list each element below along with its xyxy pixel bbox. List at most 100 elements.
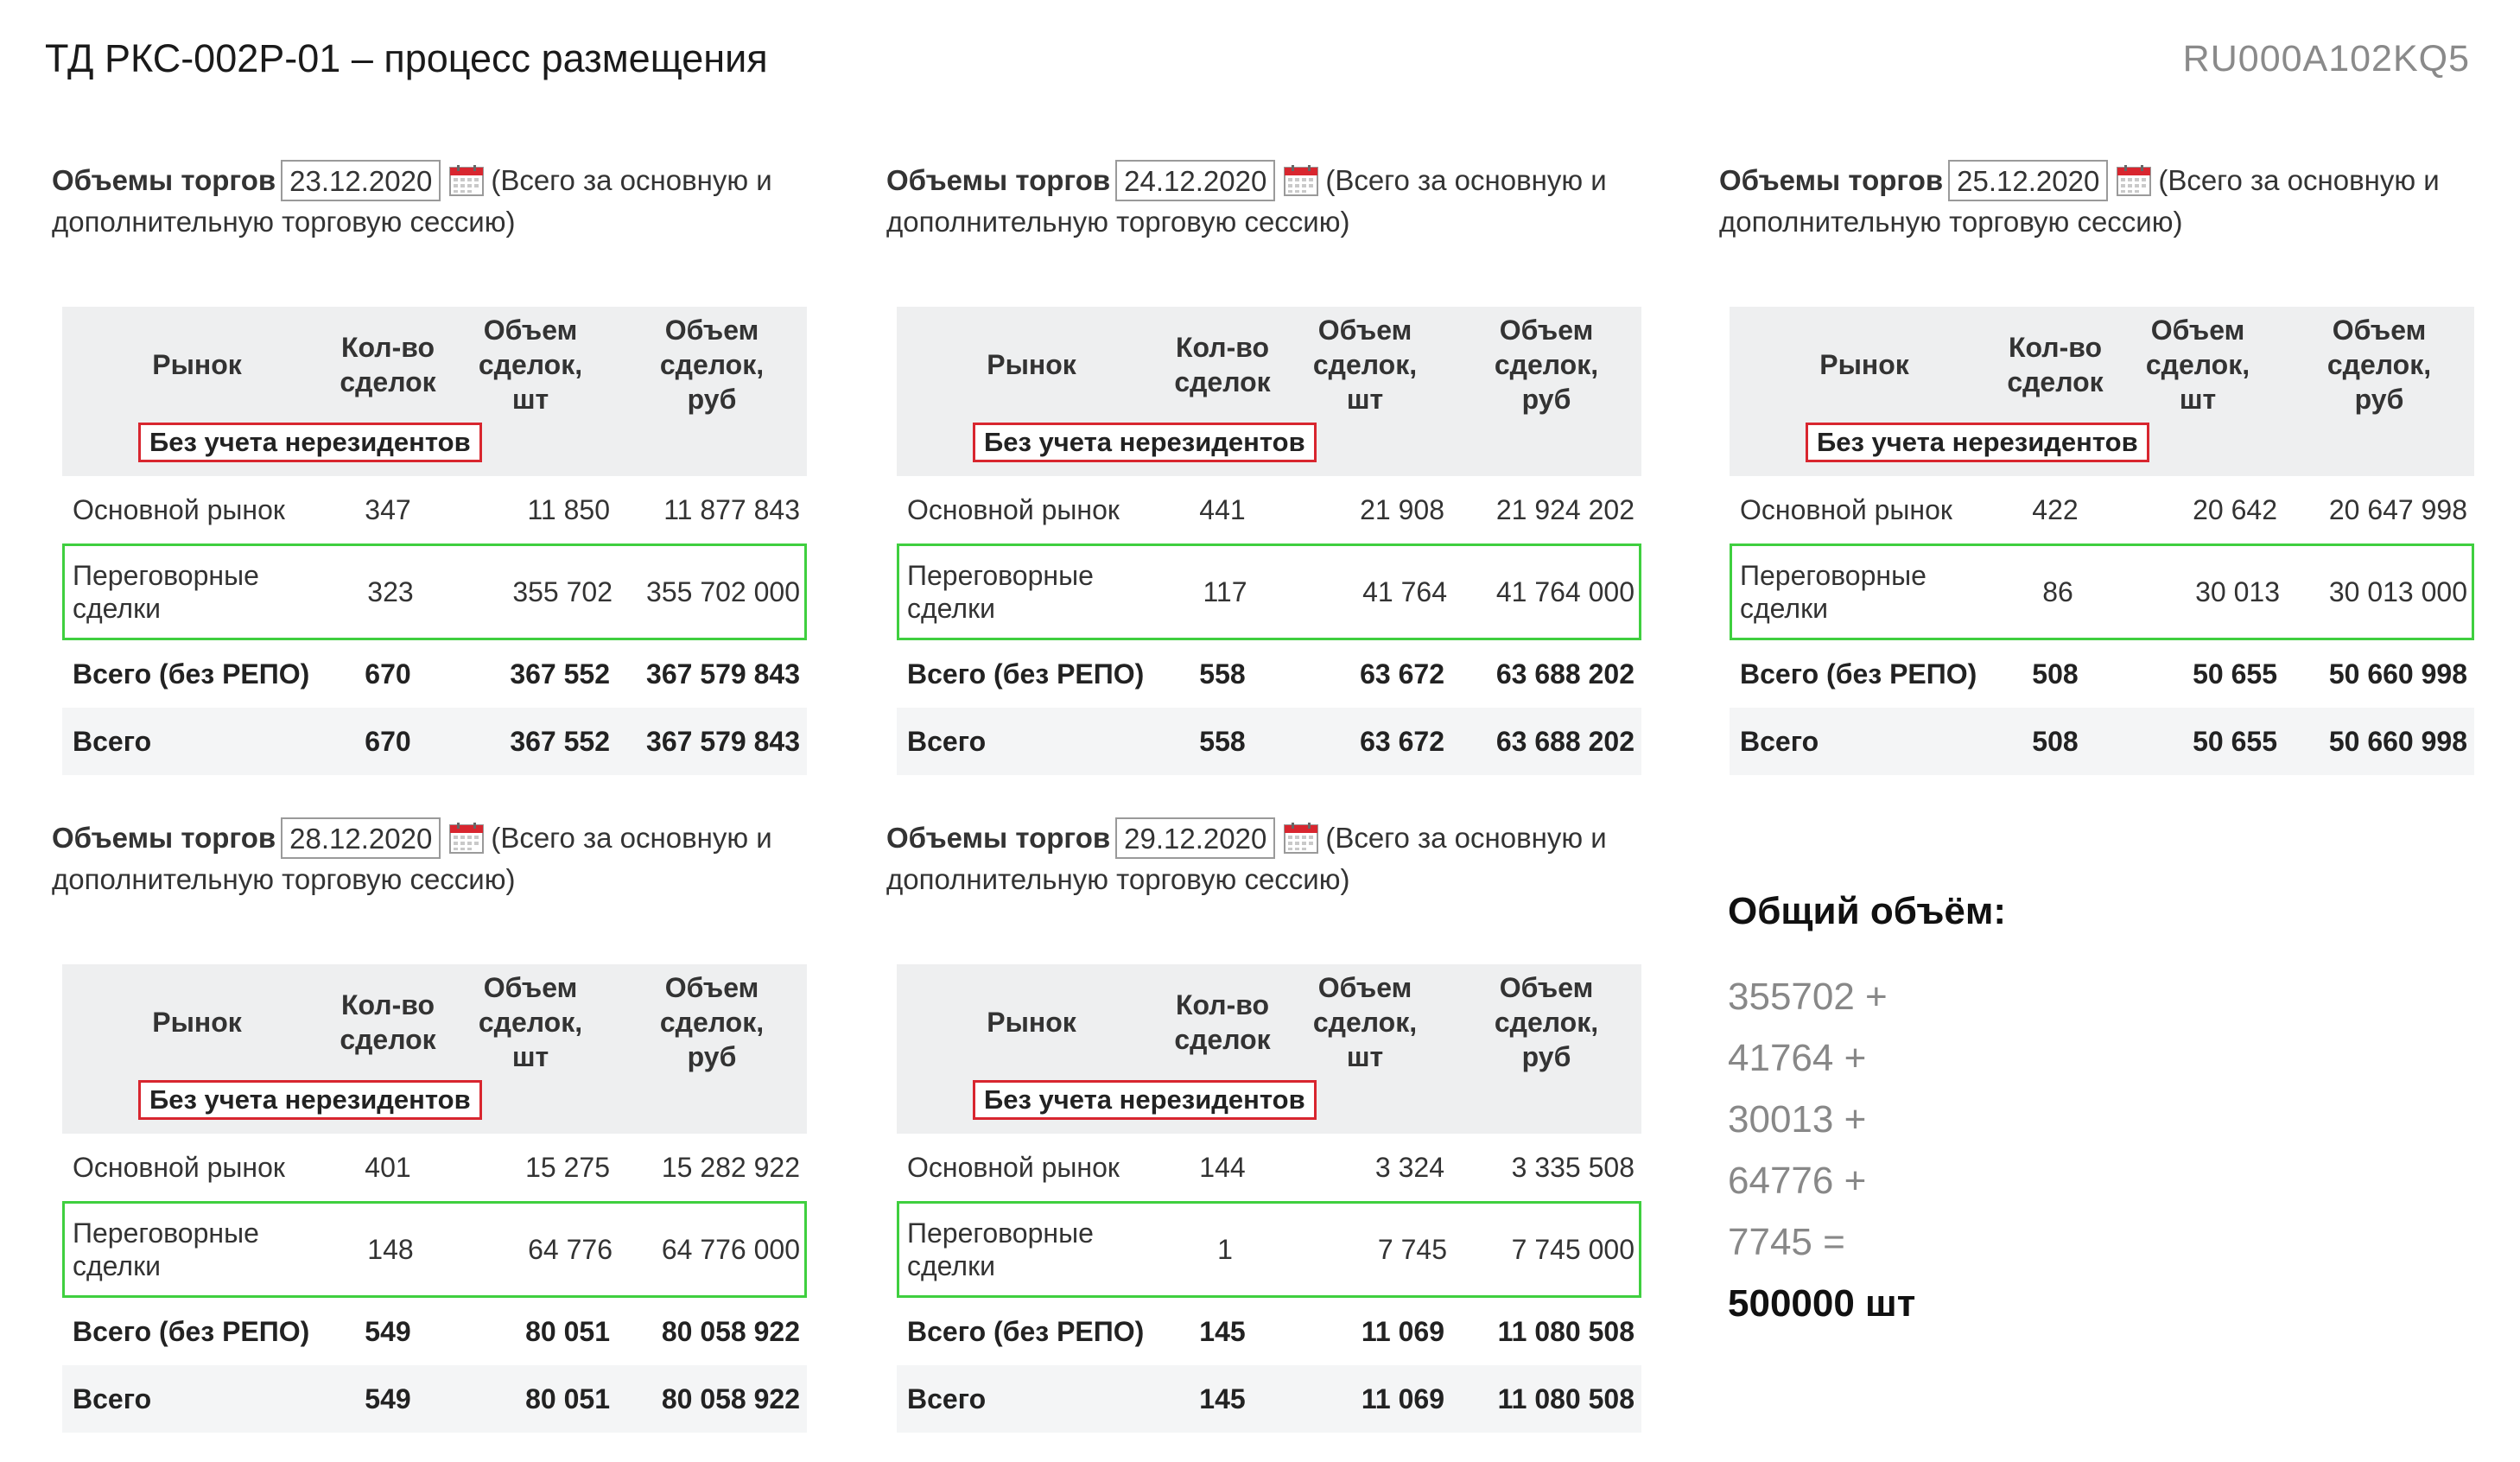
- volume-rub: 355 702 000: [646, 575, 800, 607]
- nonresident-note: Без учета нерезидентов: [138, 423, 482, 462]
- volume-rub: 11 877 843: [663, 493, 800, 525]
- volume-rub: 367 579 843: [646, 658, 800, 690]
- calendar-icon[interactable]: [2117, 165, 2152, 196]
- col-deals: Кол-во сделок: [1174, 332, 1271, 397]
- col-volume-pcs: Объем сделок, шт: [2145, 315, 2250, 415]
- date-input[interactable]: 25.12.2020: [1948, 160, 2109, 201]
- table-row: Всего (без РЕПО) 508 50 655 50 660 998: [1730, 640, 2474, 708]
- deals-count: 441: [1199, 493, 1246, 525]
- session-note: (Всего за основную и: [491, 822, 772, 854]
- table-row: Всего 670 367 552 367 579 843: [62, 708, 807, 775]
- col-volume-pcs: Объем сделок, шт: [1312, 315, 1418, 415]
- nonresident-note: Без учета нерезидентов: [1806, 423, 2149, 462]
- table-row: Основной рынок 347 11 850 11 877 843: [62, 476, 807, 543]
- panel-header: Объемы торгов 25.12.2020 (Всего за основну…: [1719, 160, 2479, 289]
- volume-rub: 21 924 202: [1495, 493, 1635, 525]
- calendar-icon[interactable]: [449, 823, 485, 854]
- session-note-cont: дополнительную торговую сессию): [52, 863, 516, 895]
- row-label: Всего (без РЕПО): [73, 1316, 310, 1347]
- table-row: Всего (без РЕПО) 670 367 552 367 579 843: [62, 640, 807, 708]
- volume-pcs: 11 069: [1361, 1315, 1444, 1347]
- calendar-icon[interactable]: [449, 165, 485, 196]
- volume-pcs: 15 275: [525, 1151, 610, 1183]
- row-label: Переговорные сделки: [1740, 560, 1926, 624]
- row-label: Всего (без РЕПО): [907, 1316, 1145, 1347]
- date-input[interactable]: 28.12.2020: [281, 817, 441, 859]
- volume-table: Рынок Кол-во сделок Объем сделок, шт Объем сдел…: [897, 307, 1641, 775]
- trading-volume-panel: Объемы торгов 24.12.2020 (Всего за основну…: [886, 160, 1647, 775]
- volume-pcs: 30 013: [2195, 575, 2280, 607]
- table-row: Всего (без РЕПО) 558 63 672 63 688 202: [897, 640, 1641, 708]
- volume-pcs: 21 908: [1360, 493, 1444, 525]
- table-row: Всего 558 63 672 63 688 202: [897, 708, 1641, 775]
- table-header: Рынок Кол-во сделок Объем сделок, шт Объем сдел…: [62, 307, 807, 476]
- volume-pcs: 3 324: [1374, 1151, 1444, 1183]
- col-volume-rub: Объем сделок, руб: [659, 315, 765, 415]
- col-deals: Кол-во сделок: [2007, 332, 2104, 397]
- row-label: Переговорные сделки: [73, 560, 259, 624]
- row-label: Всего (без РЕПО): [907, 658, 1145, 690]
- row-label: Всего: [73, 1383, 152, 1414]
- summary-term: 7745 =: [1728, 1221, 1845, 1263]
- row-label: Основной рынок: [1740, 494, 1952, 525]
- deals-count: 549: [365, 1315, 411, 1347]
- col-deals: Кол-во сделок: [1174, 989, 1271, 1055]
- summary-title: Общий объём:: [1728, 890, 2007, 932]
- volume-pcs: 63 672: [1360, 725, 1444, 757]
- table-row: Основной рынок 422 20 642 20 647 998: [1730, 476, 2474, 543]
- volume-pcs: 20 642: [2193, 493, 2277, 525]
- col-market: Рынок: [987, 349, 1076, 380]
- page-title: ТД РКС-002Р-01 – процесс размещения: [45, 36, 768, 80]
- nonresident-note: Без учета нерезидентов: [138, 1080, 482, 1120]
- volume-label: Объемы торгов: [886, 822, 1111, 854]
- date-input[interactable]: 23.12.2020: [281, 160, 441, 201]
- deals-count: 347: [365, 493, 411, 525]
- date-input[interactable]: 24.12.2020: [1115, 160, 1276, 201]
- col-volume-rub: Объем сделок, руб: [659, 972, 765, 1072]
- panel-header: Объемы торгов 23.12.2020 (Всего за основну…: [52, 160, 812, 289]
- trading-volume-panel: Объемы торгов 29.12.2020 (Всего за основну…: [886, 817, 1647, 1433]
- deals-count: 558: [1199, 658, 1246, 690]
- volume-rub: 11 080 508: [1497, 1383, 1635, 1414]
- panel-header: Объемы торгов 28.12.2020 (Всего за основну…: [52, 817, 812, 947]
- deals-count: 148: [367, 1233, 414, 1265]
- volume-rub: 15 282 922: [661, 1151, 800, 1183]
- table-row: Переговорные сделки 1 7 745 7 745 000: [897, 1201, 1641, 1298]
- session-note: (Всего за основную и: [1325, 164, 1607, 196]
- volume-pcs: 64 776: [528, 1233, 613, 1265]
- trading-volume-panel: Объемы торгов 23.12.2020 (Всего за основну…: [52, 160, 812, 775]
- volume-rub: 20 647 998: [2328, 493, 2467, 525]
- summary-term: 355702 +: [1728, 976, 1888, 1018]
- col-volume-rub: Объем сделок, руб: [1494, 972, 1599, 1072]
- volume-rub: 50 660 998: [2328, 725, 2467, 757]
- table-header: Рынок Кол-во сделок Объем сделок, шт Объем сдел…: [1730, 307, 2474, 476]
- table-row: Всего 145 11 069 11 080 508: [897, 1365, 1641, 1433]
- calendar-icon[interactable]: [1284, 165, 1319, 196]
- trading-volume-panel: Объемы торгов 25.12.2020 (Всего за основну…: [1719, 160, 2479, 775]
- deals-count: 670: [365, 658, 411, 690]
- session-note: (Всего за основную и: [1325, 822, 1607, 854]
- col-deals: Кол-во сделок: [340, 989, 436, 1055]
- col-deals: Кол-во сделок: [340, 332, 436, 397]
- volume-rub: 50 660 998: [2328, 658, 2467, 690]
- row-label: Основной рынок: [907, 494, 1120, 525]
- row-label: Переговорные сделки: [73, 1217, 259, 1281]
- session-note-cont: дополнительную торговую сессию): [52, 206, 516, 238]
- col-volume-pcs: Объем сделок, шт: [1312, 972, 1418, 1072]
- table-row: Всего 508 50 655 50 660 998: [1730, 708, 2474, 775]
- volume-pcs: 11 850: [527, 493, 611, 525]
- volume-rub: 30 013 000: [2328, 575, 2467, 607]
- volume-pcs: 63 672: [1360, 658, 1444, 690]
- volume-rub: 3 335 508: [1511, 1151, 1635, 1183]
- volume-rub: 367 579 843: [646, 725, 800, 757]
- deals-count: 549: [365, 1383, 411, 1414]
- session-note-cont: дополнительную торговую сессию): [886, 863, 1350, 895]
- calendar-icon[interactable]: [1284, 823, 1319, 854]
- table-row: Всего 549 80 051 80 058 922: [62, 1365, 807, 1433]
- row-label: Всего: [73, 726, 152, 757]
- deals-count: 86: [2042, 575, 2073, 607]
- volume-pcs: 50 655: [2193, 725, 2277, 757]
- session-note: (Всего за основную и: [2158, 164, 2440, 196]
- volume-rub: 41 764 000: [1495, 575, 1635, 607]
- date-input[interactable]: 29.12.2020: [1115, 817, 1276, 859]
